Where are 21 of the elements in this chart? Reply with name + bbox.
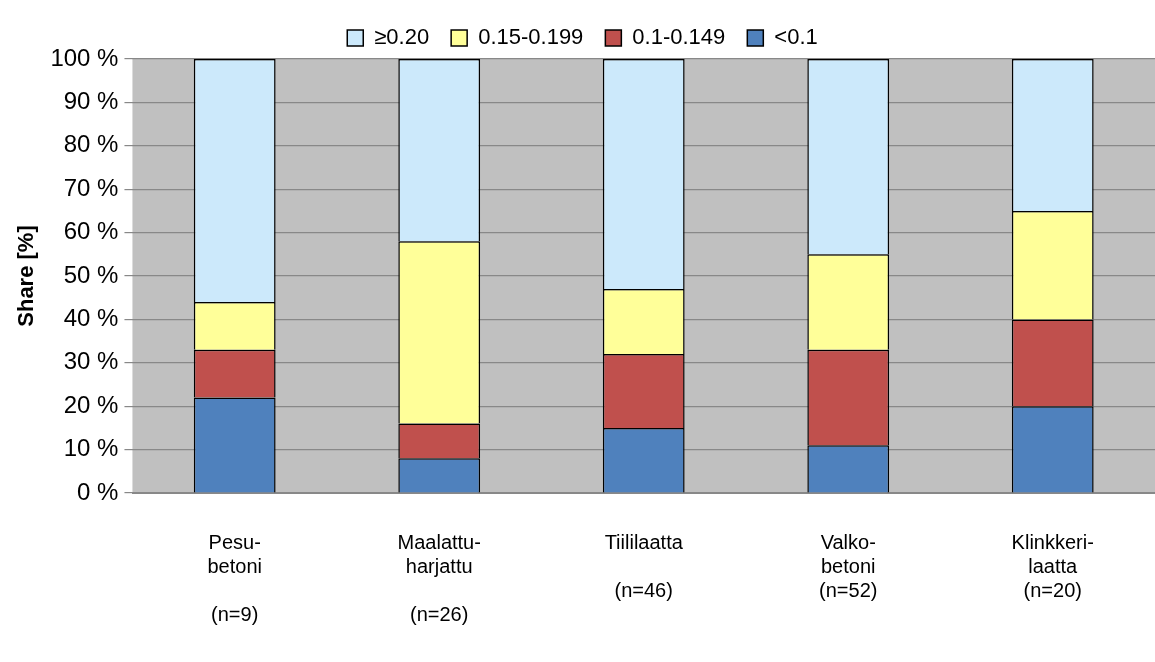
y-tick-label: 20 % [63, 390, 119, 418]
y-axis-title: Share [%] [13, 225, 39, 327]
y-tick-label: 10 % [63, 434, 119, 462]
x-tick-label: Klinkkeri- laatta (n=20) [1011, 530, 1094, 601]
y-tick-label: 70 % [63, 173, 119, 201]
y-tick-label: 50 % [63, 260, 119, 288]
y-tick-label: 90 % [63, 87, 119, 115]
x-tick-label: Valko- betoni (n=52) [819, 530, 878, 601]
category-label: Tiililaatta (n=46) [604, 530, 683, 601]
y-tick-label: 40 % [63, 304, 119, 332]
y-tick-label: 60 % [63, 217, 119, 245]
category-label: Pesu- betoni (n=9) [207, 530, 262, 625]
y-tick-label: 80 % [63, 130, 119, 158]
category-label: Maalattu- harjattu (n=26) [397, 530, 481, 625]
y-tick-label: 0 % [77, 477, 119, 505]
legend-label: ≥0.20 [374, 24, 430, 50]
legend-label: 0.1-0.149 [632, 24, 726, 50]
y-tick-label: 30 % [63, 347, 119, 375]
y-tick-label: 100 % [50, 43, 119, 71]
legend-label: 0.15-0.199 [478, 24, 584, 50]
legend-label: <0.1 [774, 24, 818, 50]
